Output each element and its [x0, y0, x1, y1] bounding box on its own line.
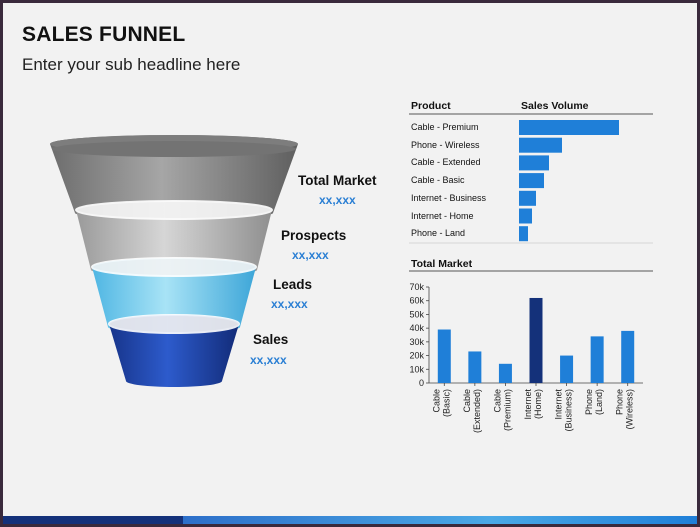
funnel-segment-sales-rim	[108, 314, 240, 334]
product-row-label: Cable - Extended	[411, 157, 481, 168]
product-row-label: Phone - Wireless	[411, 139, 480, 150]
funnel-segment-sales	[109, 315, 239, 387]
stage-value-prospects: xx,xxx	[292, 248, 329, 262]
stage-label-sales: Sales	[253, 332, 289, 347]
sales-volume-column-header: Sales Volume	[521, 100, 589, 112]
funnel-segment-leads-rim	[91, 257, 257, 277]
page-subtitle: Enter your sub headline here	[22, 55, 241, 74]
funnel-segment-prospects-rim	[75, 200, 273, 220]
product-row-label: Internet - Home	[411, 210, 474, 221]
bottom-color-bar	[3, 516, 697, 524]
product-row-label: Internet - Business	[411, 192, 487, 203]
product-column-header: Product	[411, 100, 451, 112]
product-row-label: Phone - Land	[411, 228, 466, 239]
stage-label-leads: Leads	[273, 277, 313, 292]
funnel-segment-leads	[92, 258, 256, 333]
funnel-segment-total-market	[50, 135, 298, 219]
stage-label-total-market: Total Market	[298, 173, 377, 188]
funnel-segment-prospects	[76, 201, 272, 276]
stage-label-prospects: Prospects	[281, 228, 347, 243]
funnel-opening	[52, 141, 296, 157]
stage-value-sales: xx,xxx	[250, 353, 287, 367]
funnel-graphic	[50, 135, 298, 387]
slide: SALES FUNNEL Enter your sub headline her…	[3, 3, 697, 524]
product-row-label: Cable - Premium	[411, 122, 479, 132]
total-market-chart-title: Total Market	[411, 258, 473, 270]
stage-value-total-market: xx,xxx	[319, 193, 356, 207]
stage-value-leads: xx,xxx	[271, 297, 308, 311]
page-title: SALES FUNNEL	[22, 23, 186, 46]
product-row-label: Cable - Basic	[411, 175, 465, 186]
